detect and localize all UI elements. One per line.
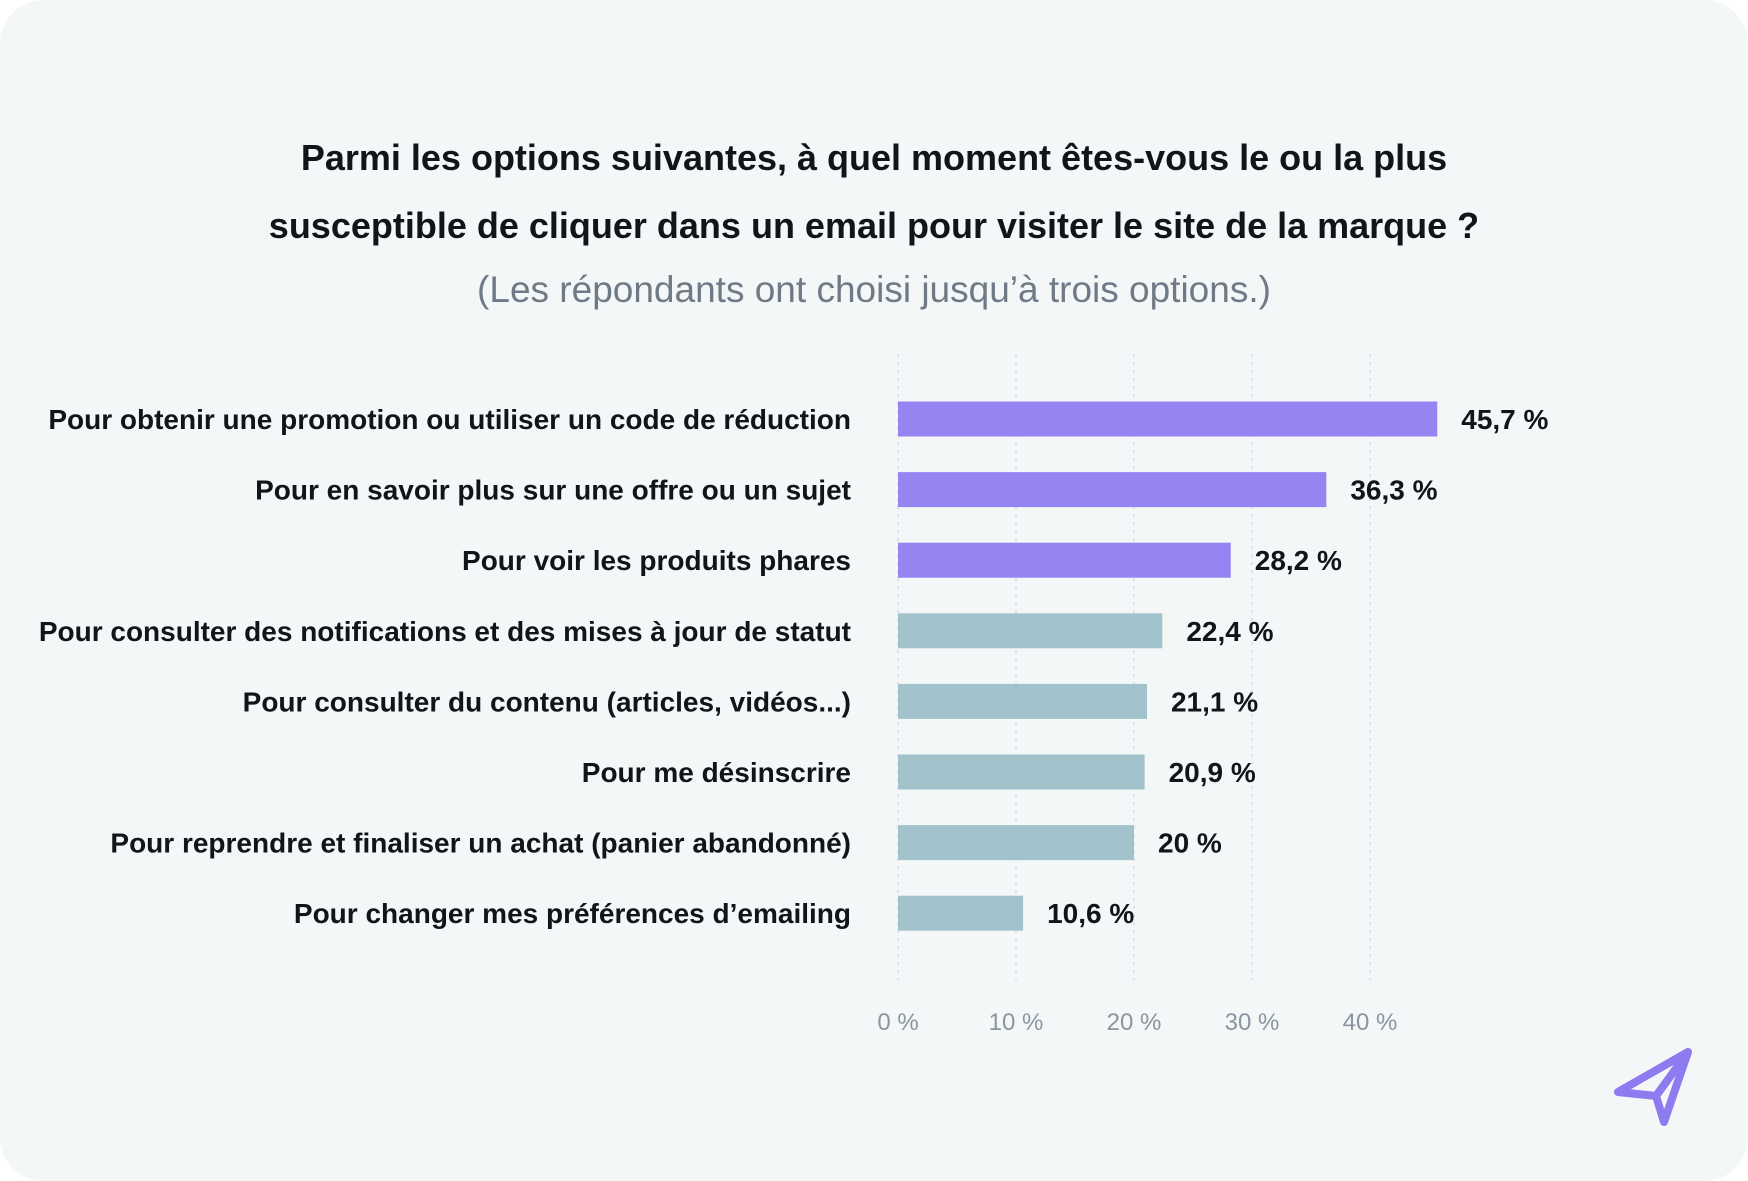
bar	[898, 472, 1327, 508]
bar	[898, 754, 1145, 790]
chart-title-line-2: susceptible de cliquer dans un email pou…	[268, 205, 1480, 246]
grid-lines	[897, 354, 1371, 980]
value-label: 10,6 %	[1047, 898, 1134, 929]
category-labels: Pour obtenir une promotion ou utiliser u…	[39, 404, 851, 929]
value-label: 28,2 %	[1255, 545, 1342, 576]
bar	[898, 825, 1134, 861]
bar	[898, 683, 1147, 719]
category-label: Pour consulter du contenu (articles, vid…	[243, 686, 851, 717]
category-label: Pour consulter des notifications et des …	[39, 616, 851, 647]
value-label: 20,9 %	[1169, 757, 1256, 788]
bar	[898, 613, 1163, 649]
category-label: Pour obtenir une promotion ou utiliser u…	[48, 404, 851, 435]
bar	[898, 542, 1231, 578]
x-tick-label: 30 %	[1225, 1009, 1280, 1036]
category-label: Pour en savoir plus sur une offre ou un …	[255, 475, 851, 506]
x-tick-label: 0 %	[877, 1009, 918, 1036]
x-tick-label: 10 %	[989, 1009, 1044, 1036]
category-label: Pour me désinscrire	[582, 757, 851, 788]
bar	[898, 895, 1024, 931]
x-tick-label: 20 %	[1107, 1009, 1162, 1036]
bar	[898, 401, 1438, 437]
bars	[898, 401, 1438, 931]
value-label: 36,3 %	[1350, 475, 1437, 506]
chart-subtitle: (Les répondants ont choisi jusqu’à trois…	[477, 269, 1271, 310]
x-tick-label: 40 %	[1343, 1009, 1398, 1036]
value-label: 21,1 %	[1171, 686, 1258, 717]
value-label: 45,7 %	[1461, 404, 1548, 435]
chart-title: Parmi les options suivantes, à quel mome…	[0, 124, 1748, 260]
chart-title-line-1: Parmi les options suivantes, à quel mome…	[300, 137, 1448, 178]
value-label: 22,4 %	[1186, 616, 1273, 647]
value-label: 20 %	[1158, 828, 1222, 859]
x-axis-ticks: 0 % 10 % 20 % 30 % 40 %	[877, 1009, 1397, 1036]
paper-plane-icon	[1614, 1048, 1692, 1126]
category-label: Pour voir les produits phares	[462, 545, 851, 576]
category-label: Pour reprendre et finaliser un achat (pa…	[110, 828, 851, 859]
category-label: Pour changer mes préférences d’emailing	[294, 898, 851, 929]
value-labels: 45,7 % 36,3 % 28,2 % 22,4 % 21,1 % 20,9 % 20 %…	[1047, 404, 1548, 929]
